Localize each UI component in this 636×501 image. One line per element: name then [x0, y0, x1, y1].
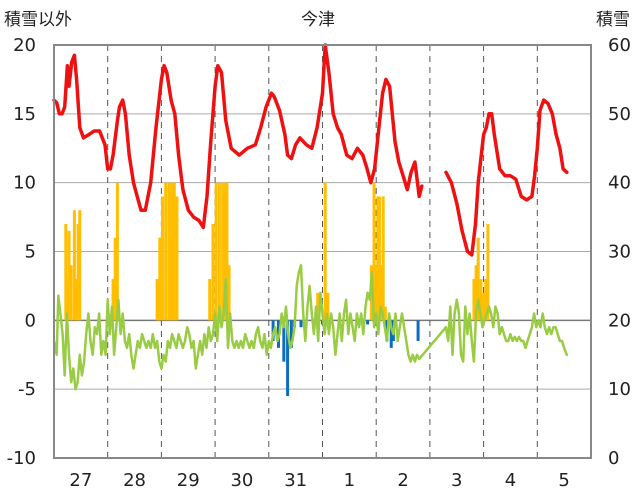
snowfall_negative-bar: [366, 320, 370, 325]
snowfall-bar: [374, 265, 378, 321]
chart-title: 今津: [301, 10, 335, 30]
right-axis-title: 積雪: [596, 10, 630, 30]
snowfall-bar: [223, 182, 227, 321]
snowfall-bar: [225, 182, 229, 321]
right-tick-label: 50: [608, 104, 631, 125]
left-tick-label: 20: [13, 35, 36, 56]
plot-frame: [53, 44, 592, 459]
left-tick-label: -5: [18, 379, 36, 400]
right-tick-label: 30: [608, 242, 631, 263]
x-tick-label: 1: [344, 470, 355, 491]
left-tick-label: 5: [25, 242, 36, 263]
snowfall-bar: [158, 237, 162, 321]
snowfall_negative-bar: [286, 320, 290, 397]
snowfall_negative-bar: [389, 320, 393, 348]
snowfall_negative-bar: [416, 320, 420, 341]
snowfall-bar: [380, 265, 384, 321]
x-tick-label: 28: [123, 470, 146, 491]
snowfall-bar: [227, 265, 231, 321]
x-tick-label: 2: [397, 470, 408, 491]
snowfall-bar: [383, 306, 387, 321]
x-tick-label: 29: [177, 470, 200, 491]
snowfall-bar: [484, 279, 488, 321]
left-tick-label: 10: [13, 173, 36, 194]
snowfall-bar: [67, 230, 71, 321]
bar-layer: [64, 182, 490, 397]
snowfall-bar: [172, 182, 176, 321]
snowfall_negative-bar: [289, 320, 293, 348]
snowfall-bar: [69, 265, 73, 321]
snowfall-bar: [323, 182, 327, 321]
snowfall-bar: [474, 265, 478, 321]
snowfall-bar: [376, 196, 380, 321]
snowfall-bar: [72, 210, 76, 321]
snowfall-bar: [76, 223, 80, 321]
snowfall-bar: [175, 196, 179, 321]
x-tick-label: 27: [69, 470, 92, 491]
snowfall-bar: [214, 182, 218, 321]
snowfall-bar: [160, 196, 164, 321]
snowfall-bar: [476, 237, 480, 321]
snowfall-bar: [479, 279, 483, 321]
snow_depth-line: [52, 43, 424, 230]
snowfall-bar: [221, 182, 225, 321]
snowfall-bar: [65, 279, 69, 321]
snowfall-bar: [113, 237, 117, 321]
snowfall-bar: [167, 182, 171, 321]
snowfall-bar: [482, 292, 486, 321]
snowfall-bar: [170, 182, 174, 321]
x-tick-label: 30: [230, 470, 253, 491]
left-tick-label: -10: [7, 448, 36, 469]
snowfall_negative-bar: [282, 320, 286, 362]
left-tick-label: 0: [25, 310, 36, 331]
snowfall-bar: [208, 279, 212, 321]
snowfall-bar: [217, 182, 221, 321]
right-tick-label: 10: [608, 379, 631, 400]
snowfall-bar: [372, 182, 376, 321]
temperature-line: [52, 264, 569, 391]
snowfall-bar: [326, 292, 330, 321]
x-tick-label: 3: [451, 470, 462, 491]
snowfall-bar: [64, 223, 68, 321]
snowfall-bar: [377, 196, 381, 321]
snowfall-bar: [155, 279, 159, 321]
right-tick-label: 0: [608, 448, 619, 469]
snowfall-bar: [75, 279, 79, 321]
line-layer: [52, 43, 569, 391]
right-tick-label: 60: [608, 35, 631, 56]
snowfall-bar: [381, 196, 385, 321]
left-axis-title: 積雪以外: [4, 10, 72, 30]
x-tick-label: 4: [505, 470, 516, 491]
snowfall-bar: [211, 223, 215, 321]
snowfall-bar: [78, 210, 82, 321]
right-tick-label: 20: [608, 310, 631, 331]
snowfall-bar: [472, 279, 476, 321]
snowfall-bar: [164, 182, 168, 321]
x-tick-label: 5: [558, 470, 569, 491]
snow_depth-line: [444, 98, 569, 257]
snowfall_negative-bar: [299, 320, 303, 328]
snowfall-bar: [316, 292, 320, 321]
snowfall-bar: [486, 223, 490, 321]
right-tick-label: 40: [608, 173, 631, 194]
grid-layer: [54, 45, 591, 458]
snowfall-bar: [115, 182, 119, 321]
x-tick-label: 31: [284, 470, 307, 491]
snowfall-bar: [111, 279, 115, 321]
left-tick-label: 15: [13, 104, 36, 125]
